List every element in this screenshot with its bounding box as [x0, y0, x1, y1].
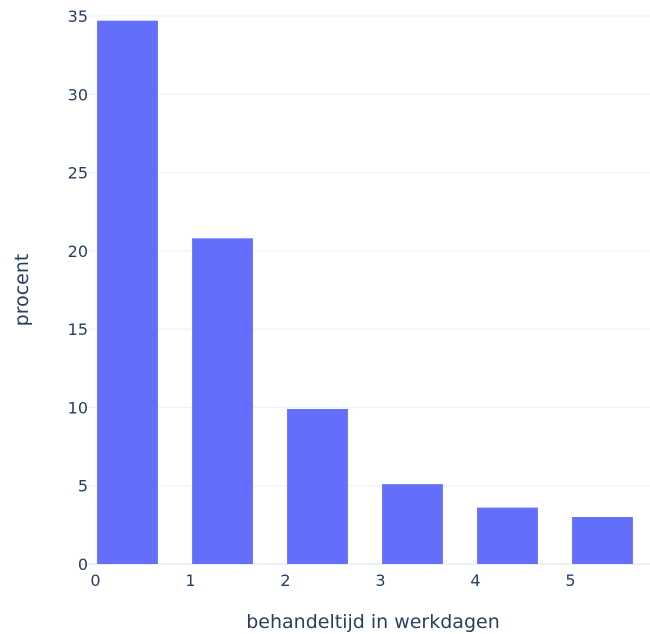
bar-0[interactable] [97, 20, 158, 564]
x-tick-label: 0 [90, 571, 100, 590]
bar-5[interactable] [572, 517, 633, 564]
x-tick-label: 2 [280, 571, 290, 590]
y-tick-label: 30 [68, 85, 88, 104]
x-tick-label: 3 [375, 571, 385, 590]
y-tick-label: 5 [78, 477, 88, 496]
bar-1[interactable] [192, 238, 253, 564]
x-tick-label: 4 [470, 571, 480, 590]
gridlines [80, 15, 650, 565]
x-axis-ticks: 0 1 2 3 4 5 [90, 571, 575, 590]
bars [97, 20, 633, 564]
y-tick-label: 0 [78, 555, 88, 574]
bar-2[interactable] [287, 408, 348, 564]
y-tick-label: 10 [68, 398, 88, 417]
bar-4[interactable] [477, 507, 538, 564]
y-axis-title: procent [11, 254, 33, 327]
y-tick-label: 15 [68, 320, 88, 339]
x-tick-label: 1 [185, 571, 195, 590]
x-tick-label: 5 [565, 571, 575, 590]
bar-3[interactable] [382, 484, 443, 564]
x-axis-title: behandeltijd in werkdagen [246, 611, 500, 633]
y-tick-label: 20 [68, 242, 88, 261]
y-axis-ticks: 0 5 10 15 20 25 30 35 [68, 7, 88, 574]
y-tick-label: 35 [68, 7, 88, 26]
y-tick-label: 25 [68, 164, 88, 183]
